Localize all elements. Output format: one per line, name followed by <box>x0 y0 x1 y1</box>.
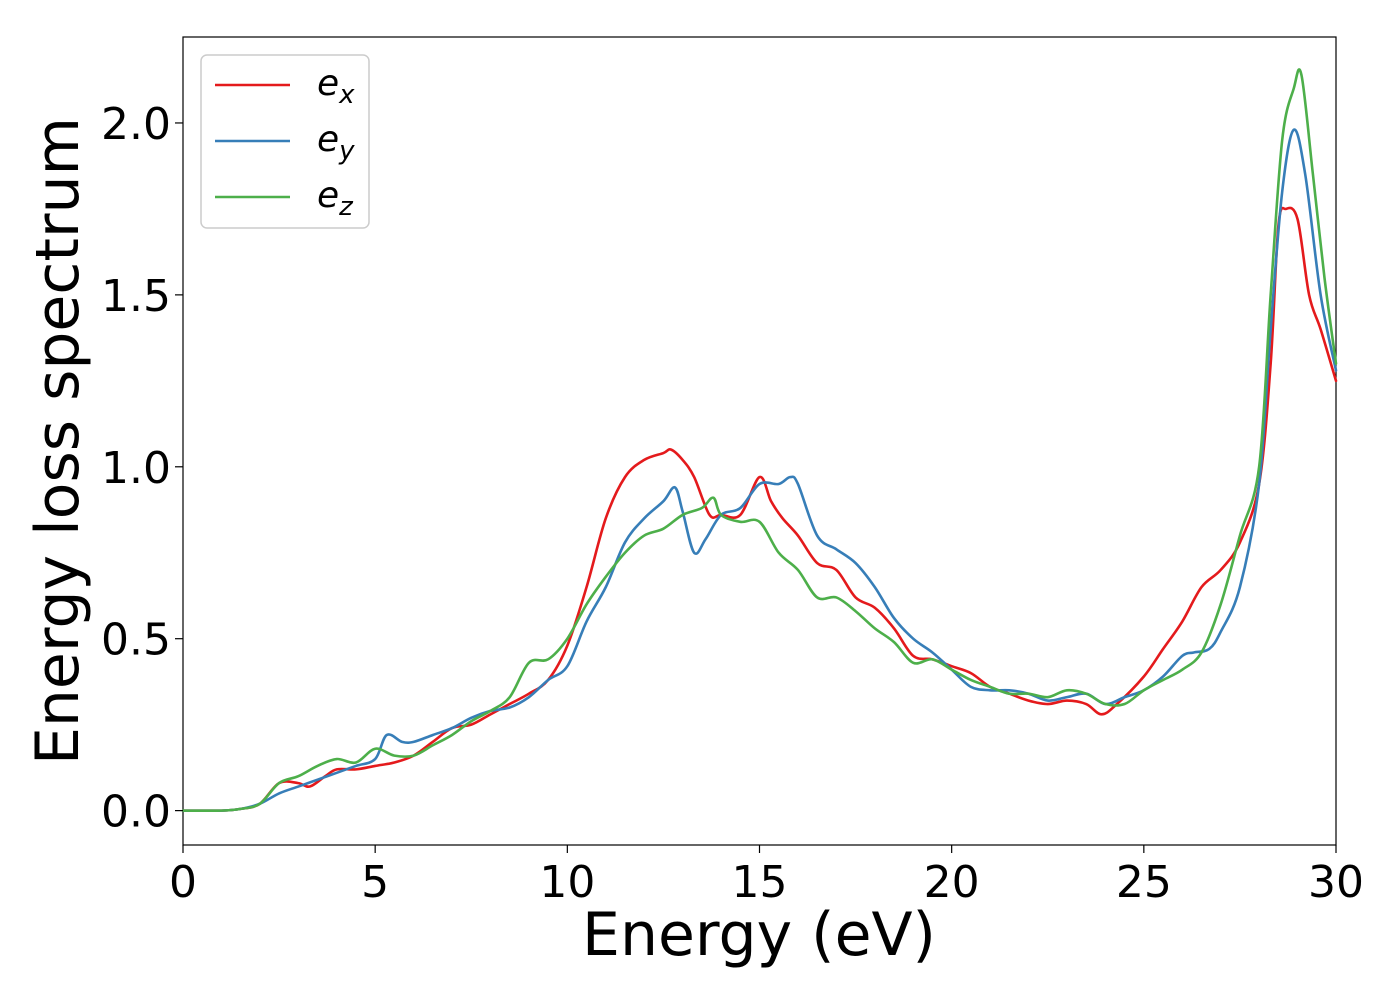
y-axis-ticks: 0.0 0.5 1.0 1.5 2.0 <box>101 99 183 838</box>
legend-label-base: e <box>317 119 339 160</box>
series-layer <box>181 68 1338 813</box>
y-tick-label: 1.5 <box>101 271 171 322</box>
x-tick-label: 25 <box>1116 857 1172 908</box>
x-axis-label: Energy (eV) <box>582 900 936 970</box>
x-tick-label: 5 <box>361 857 389 908</box>
x-tick-label: 10 <box>539 857 595 908</box>
y-tick-label: 1.0 <box>101 443 171 494</box>
legend-label-subscript: z <box>338 192 354 222</box>
series-line-z <box>181 68 1338 813</box>
x-tick-label: 15 <box>732 857 788 908</box>
plot-area <box>182 36 1337 846</box>
legend-label-base: e <box>317 175 339 216</box>
legend-label-subscript: y <box>338 136 355 166</box>
series-line-x <box>181 206 1338 813</box>
x-tick-label: 0 <box>169 857 197 908</box>
x-tick-label: 20 <box>924 857 980 908</box>
legend-label-z: ez <box>317 175 354 222</box>
y-axis-label: Energy loss spectrum <box>23 117 93 765</box>
y-tick-label: 0.0 <box>101 787 171 838</box>
legend-label-base: e <box>317 63 339 104</box>
legend-label-y: ey <box>317 119 355 166</box>
legend-label-subscript: x <box>338 80 355 110</box>
x-axis-ticks: 0 5 10 15 20 25 30 <box>169 845 1364 908</box>
y-tick-label: 0.5 <box>101 615 171 666</box>
x-tick-label: 30 <box>1308 857 1364 908</box>
y-tick-label: 2.0 <box>101 99 171 150</box>
legend-label-x: ex <box>317 63 355 110</box>
